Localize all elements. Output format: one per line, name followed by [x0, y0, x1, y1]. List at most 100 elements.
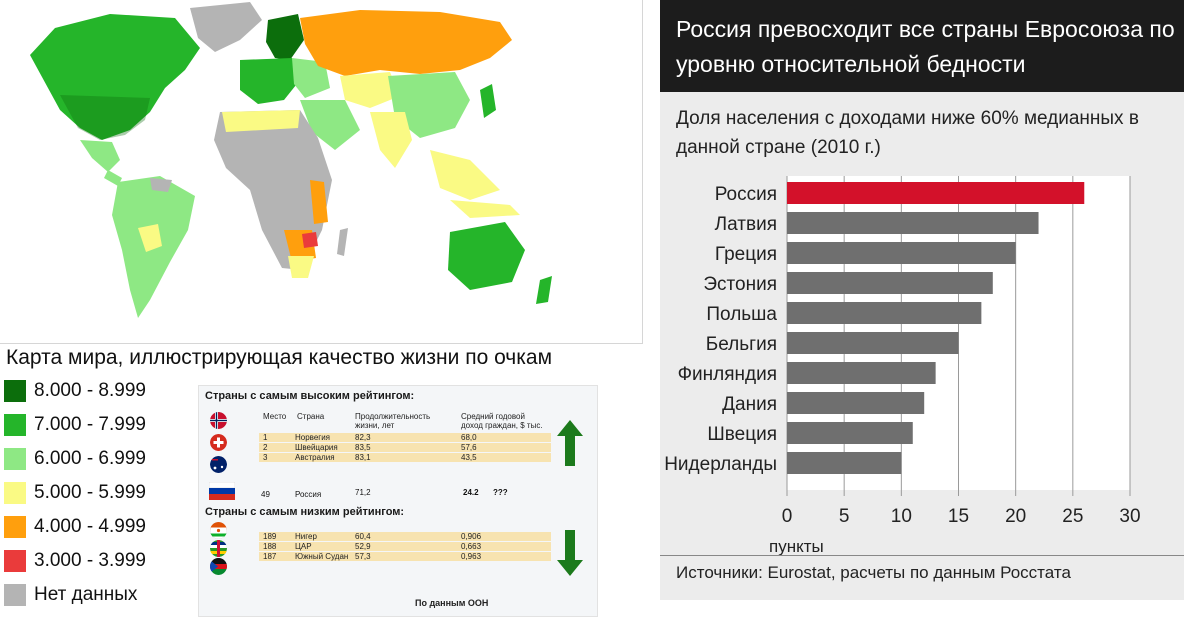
ranking-source: По данным ООН [415, 598, 489, 608]
ranking-cell-country: Нигер [295, 532, 317, 541]
x-tick-label: 15 [948, 506, 969, 527]
header-income-1: Средний годовой [461, 412, 525, 421]
south-sudan-flag-icon [210, 558, 227, 575]
map-region-eastern-europe [292, 58, 330, 98]
x-tick-label: 10 [891, 506, 912, 527]
bar-10 [787, 452, 902, 474]
ranking-cell-country: ЦАР [295, 542, 312, 551]
map-region-zimbabwe [302, 232, 318, 248]
niger-flag-icon [210, 522, 227, 539]
category-label: Польша [706, 304, 777, 325]
ranking-row: 2 Швейцария 83,5 57,6 [259, 443, 551, 452]
legend-label: 3.000 - 3.999 [34, 550, 146, 571]
ranking-row: 1 Норвегия 82,3 68,0 [259, 433, 551, 442]
bar-3 [787, 242, 1016, 264]
ranking-cell-place: 189 [263, 532, 277, 541]
legend-item: 7.000 - 7.999 [4, 412, 146, 438]
russia-place: 49 [261, 490, 270, 499]
header-life-1: Продолжительность [355, 412, 431, 421]
ranking-cell-country: Южный Судан [295, 552, 349, 561]
bar-5 [787, 302, 982, 324]
header-life-2: жизни, лет [355, 421, 395, 430]
legend-swatch [4, 584, 26, 606]
map-region-indonesia [450, 200, 520, 218]
ranking-row: 189 Нигер 60,4 0,906 [259, 532, 551, 541]
ranking-cell-country: Норвегия [295, 433, 331, 442]
category-label: Латвия [715, 214, 777, 235]
arrow-up-icon [557, 420, 583, 466]
map-region-new-zealand [536, 276, 552, 304]
map-region-south-africa [288, 256, 314, 278]
header-country: Страна [297, 412, 325, 421]
map-caption: Карта мира, иллюстрирующая качество жизн… [6, 346, 553, 369]
ranking-cell-life: 83,5 [355, 443, 371, 452]
legend-swatch [4, 414, 26, 436]
legend-label: 7.000 - 7.999 [34, 414, 146, 435]
bar-7 [787, 362, 936, 384]
ranking-cell-income: 68,0 [461, 433, 477, 442]
ranking-cell-life: 60,4 [355, 532, 371, 541]
legend-item: 4.000 - 4.999 [4, 514, 146, 540]
legend-item: 3.000 - 3.999 [4, 548, 146, 574]
map-region-mexico [80, 140, 120, 172]
x-axis-label: пункты [769, 537, 824, 555]
bar-9 [787, 422, 913, 444]
legend-swatch [4, 550, 26, 572]
map-region-scandinavia [266, 14, 304, 60]
chart-panel: Россия превосходит все страны Евросоюза … [660, 0, 1184, 600]
map-region-russia [300, 10, 512, 76]
ranking-top-title: Страны с самым высоким рейтингом: [205, 390, 415, 402]
ranking-cell-place: 187 [263, 552, 277, 561]
ranking-cell-place: 1 [263, 433, 268, 442]
world-map [0, 0, 643, 344]
bar-4 [787, 272, 993, 294]
category-label: Эстония [703, 274, 777, 295]
chart-title-box: Россия превосходит все страны Евросоюза … [660, 0, 1184, 92]
map-region-australia [448, 222, 525, 290]
map-region-bolivia [138, 224, 162, 252]
ranking-cell-life: 52,9 [355, 542, 371, 551]
map-region-ethiopia [310, 180, 328, 224]
bar-8 [787, 392, 925, 414]
legend-label: 6.000 - 6.999 [34, 448, 146, 469]
map-region-western-europe [240, 58, 300, 104]
bar-6 [787, 332, 959, 354]
ranking-cell-income: 0,663 [461, 542, 482, 551]
legend-label: 4.000 - 4.999 [34, 516, 146, 537]
map-region-se-asia [430, 150, 500, 200]
ranking-cell-income: 0,906 [461, 532, 482, 541]
russia-income: 24.2 [463, 488, 479, 497]
source-divider [660, 555, 1184, 556]
category-label: Швеция [707, 424, 777, 445]
x-tick-label: 5 [839, 506, 850, 527]
chart-title: Россия превосходит все страны Евросоюза … [676, 16, 1175, 77]
arrow-down-icon [557, 530, 583, 576]
map-region-central-america [104, 170, 122, 186]
legend-item: 5.000 - 5.999 [4, 480, 146, 506]
bar-chart: 0 5 10 15 20 25 30 Россия Латвия Греция Эстония Пол… [664, 176, 1141, 555]
legend-label: 8.000 - 8.999 [34, 380, 146, 401]
category-label: Нидерланды [664, 454, 777, 475]
russia-life: 71,2 [355, 488, 371, 497]
legend-label: 5.000 - 5.999 [34, 482, 146, 503]
ranking-table: Страны с самым высоким рейтингом: Место … [198, 385, 598, 617]
ranking-cell-country: Швейцария [295, 443, 338, 452]
map-region-north-america [30, 14, 200, 140]
ranking-cell-life: 57,3 [355, 552, 371, 561]
map-region-central-asia [340, 72, 400, 108]
category-label: Дания [722, 394, 777, 415]
map-region-usa [60, 95, 150, 140]
category-label: Россия [715, 184, 777, 205]
car-flag-icon [210, 540, 227, 557]
legend-swatch [4, 516, 26, 538]
switzerland-flag-icon [210, 434, 227, 451]
legend-item: 6.000 - 6.999 [4, 446, 146, 472]
x-tick-label: 20 [1005, 506, 1026, 527]
legend-label: Нет данных [34, 584, 138, 605]
category-label: Финляндия [678, 364, 777, 385]
russia-flag-icon [209, 482, 235, 500]
map-region-madagascar [337, 228, 348, 256]
bar-2 [787, 212, 1039, 234]
map-region-guiana [150, 178, 172, 192]
legend-item: Нет данных [4, 582, 137, 608]
